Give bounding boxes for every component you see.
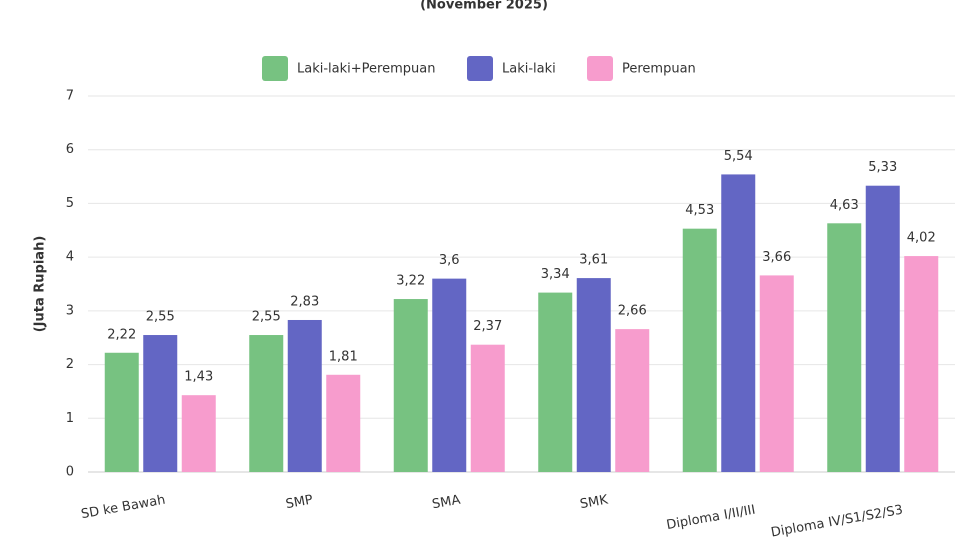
- bar: [576, 278, 611, 472]
- bar: [759, 275, 794, 472]
- legend-swatch: [262, 56, 288, 81]
- x-tick-label: SMP: [285, 493, 315, 513]
- bar: [721, 174, 756, 472]
- value-label: 3,66: [762, 250, 791, 265]
- chart-subtitle: (November 2025): [420, 0, 548, 13]
- value-label: 2,83: [290, 294, 319, 309]
- bar: [393, 299, 428, 472]
- value-label: 2,22: [107, 327, 136, 342]
- value-label: 1,43: [184, 370, 213, 385]
- y-tick-label: 5: [66, 196, 74, 211]
- bar: [326, 374, 361, 472]
- bar: [904, 256, 939, 472]
- bar: [827, 223, 862, 472]
- bar: [470, 344, 505, 472]
- x-tick-label: SMK: [579, 493, 610, 513]
- bar: [249, 335, 284, 472]
- value-label: 5,33: [868, 160, 897, 175]
- legend-swatch: [587, 56, 613, 81]
- value-label: 4,53: [685, 203, 714, 218]
- x-tick-label: Diploma I/II/III: [665, 503, 756, 533]
- x-tick-label: SD ke Bawah: [80, 493, 167, 523]
- value-label: 3,22: [396, 274, 425, 289]
- legend-swatch: [467, 56, 493, 81]
- legend-label: Perempuan: [622, 62, 696, 77]
- value-label: 3,34: [541, 267, 570, 282]
- y-tick-label: 0: [66, 465, 74, 480]
- x-tick-label: Diploma IV/S1/S2/S3: [770, 503, 904, 541]
- value-label: 4,02: [907, 231, 936, 246]
- bar: [287, 319, 322, 472]
- value-label: 1,81: [329, 349, 358, 364]
- bar: [181, 395, 216, 472]
- y-tick-label: 6: [66, 142, 74, 157]
- bar: [615, 329, 650, 472]
- value-label: 2,55: [146, 310, 175, 325]
- legend-label: Laki-laki: [502, 62, 556, 77]
- value-label: 5,54: [724, 149, 753, 164]
- value-label: 2,55: [252, 310, 281, 325]
- legend-label: Laki-laki+Perempuan: [297, 62, 435, 77]
- bar: [538, 292, 573, 472]
- bar: [682, 228, 717, 472]
- x-tick-label: SMA: [431, 493, 462, 513]
- y-tick-label: 3: [66, 303, 74, 318]
- bar: [104, 352, 139, 472]
- y-tick-label: 7: [66, 89, 74, 104]
- y-tick-label: 2: [66, 357, 74, 372]
- value-label: 3,61: [579, 253, 608, 268]
- bar: [865, 185, 900, 472]
- y-axis-label: (Juta Rupiah): [33, 236, 48, 333]
- bar: [432, 278, 467, 472]
- bar: [143, 335, 178, 472]
- value-label: 4,63: [830, 198, 859, 213]
- value-label: 2,66: [618, 304, 647, 319]
- value-label: 2,37: [473, 319, 502, 334]
- value-label: 3,6: [439, 253, 460, 268]
- y-tick-label: 1: [66, 411, 74, 426]
- y-tick-label: 4: [66, 250, 74, 265]
